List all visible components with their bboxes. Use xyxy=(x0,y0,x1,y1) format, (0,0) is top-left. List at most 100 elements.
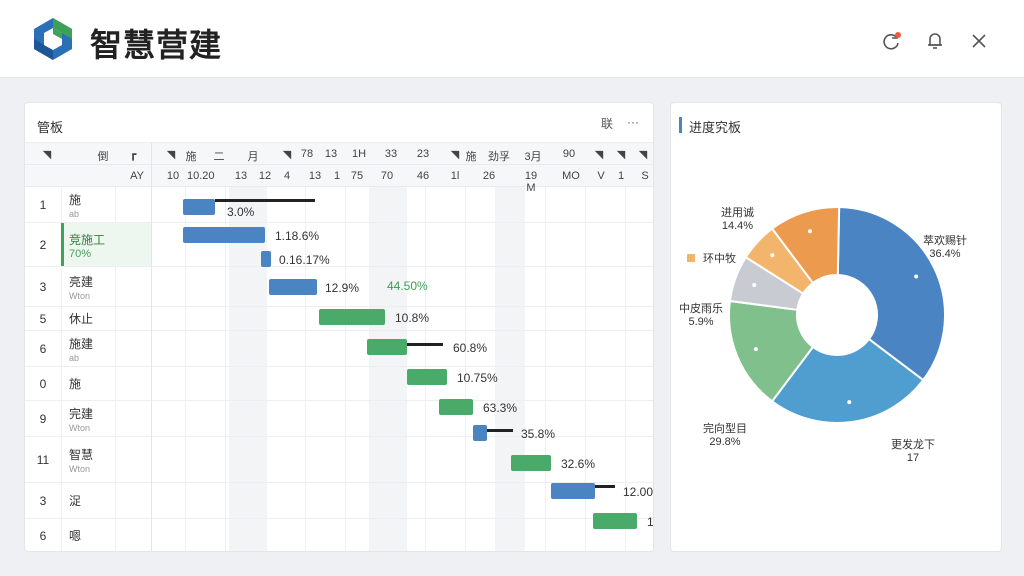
grid-column-line xyxy=(465,143,466,551)
gantt-task-row[interactable]: 2 竞施工 70% xyxy=(25,223,653,267)
refresh-icon[interactable] xyxy=(878,28,904,54)
gantt-task-row[interactable]: 11 智慧 Wton xyxy=(25,437,653,483)
gantt-grid: ◥ 倒 ┏ ◥ 施二月 ◥ 78 13 1H 33 23 ◥ 施劲孚 3月 90 ◥ ◥ ◥ AY 10 10.20 1… xyxy=(25,143,654,551)
bar-progress-label: 10.75% xyxy=(457,371,498,385)
dependency-link xyxy=(215,199,315,202)
grid-column-line xyxy=(185,143,186,551)
gantt-header-cell: 4 xyxy=(283,170,291,182)
row-number: 3 xyxy=(39,280,47,294)
grid-column-line xyxy=(625,143,626,551)
bar-progress-label: 3.0% xyxy=(227,205,255,219)
gantt-task-bar[interactable] xyxy=(511,455,551,471)
gantt-task-bar[interactable] xyxy=(473,425,487,441)
gantt-header-cell: 1l xyxy=(450,170,460,182)
gantt-header-cell: 3月 xyxy=(524,151,542,163)
gantt-header-cell: 13 xyxy=(324,148,338,160)
pie-slice[interactable] xyxy=(770,337,925,424)
task-name: 智慧 Wton xyxy=(69,448,94,474)
gantt-header-cell: 1 xyxy=(333,170,341,182)
gantt-link-button[interactable]: 联 xyxy=(601,117,614,131)
grid-column-line xyxy=(545,143,546,551)
task-name: 施 xyxy=(69,377,82,391)
grid-column-line xyxy=(305,143,306,551)
row-number: 6 xyxy=(39,529,47,543)
bar-progress-label: 63.3% xyxy=(483,401,518,415)
task-name: 休止 xyxy=(69,312,94,326)
pie-slice-marker xyxy=(752,283,757,288)
legend-label: 环中牧 xyxy=(703,253,736,265)
row-number: 0 xyxy=(39,377,47,391)
gantt-header-cell: V xyxy=(597,170,605,182)
gantt-header-cell: 26 xyxy=(482,170,496,182)
task-subtext: ab xyxy=(69,353,80,363)
dependency-link xyxy=(407,343,443,346)
gantt-task-bar[interactable] xyxy=(269,279,317,295)
bar-progress-label: 60.8% xyxy=(453,341,488,355)
pie-slice-label: 更发龙下 17 xyxy=(891,439,935,465)
gantt-task-bar[interactable] xyxy=(551,483,595,499)
pie-slice-label: 萃欢赐针 36.4% xyxy=(923,235,967,261)
grid-column-line xyxy=(345,143,346,551)
dependency-link xyxy=(487,429,513,432)
gantt-header-cell: ◥ xyxy=(282,149,292,161)
gantt-task-bar[interactable] xyxy=(367,339,407,355)
gantt-task-bar[interactable] xyxy=(183,199,215,215)
app-logo-icon xyxy=(34,18,72,60)
bell-icon[interactable] xyxy=(922,28,948,54)
bar-progress-label: 1 xyxy=(647,515,654,529)
pie-slice-label: 完向型目 29.8% xyxy=(703,423,747,449)
gantt-task-bar[interactable] xyxy=(407,369,447,385)
gantt-task-bar[interactable] xyxy=(261,251,271,267)
task-subtext: Wton xyxy=(69,423,91,433)
pie-slice[interactable] xyxy=(770,206,841,285)
dependency-link xyxy=(595,485,615,488)
pie-slice[interactable] xyxy=(836,206,946,382)
row-number: 1 xyxy=(39,198,47,212)
gantt-task-row[interactable]: 1 施 ab xyxy=(25,187,653,223)
gantt-header-cell: 1H xyxy=(351,148,367,160)
row-number: 9 xyxy=(39,412,47,426)
gantt-header-cell: MO xyxy=(562,170,580,182)
task-name: 竞施工 70% xyxy=(69,233,106,260)
task-name: 浞 xyxy=(69,494,82,508)
gantt-task-row[interactable]: 6 施建 ab xyxy=(25,331,653,367)
gantt-task-bar[interactable] xyxy=(593,513,637,529)
pie-legend-item[interactable]: 环中牧 xyxy=(687,253,736,266)
more-icon[interactable]: ··· xyxy=(627,115,639,129)
gantt-task-row[interactable]: 3 亮建 Wton xyxy=(25,267,653,307)
gantt-header-cell: 33 xyxy=(384,148,398,160)
row-number: 11 xyxy=(36,453,50,467)
pie-slice-marker xyxy=(770,253,775,258)
close-icon[interactable] xyxy=(966,28,992,54)
gantt-header-cell: 10.20 xyxy=(187,170,215,182)
gantt-task-row[interactable]: 9 完建 Wton xyxy=(25,401,653,437)
task-name: 施建 ab xyxy=(69,337,94,363)
gantt-header-cell: ◥ xyxy=(42,149,52,161)
gantt-task-bar[interactable] xyxy=(183,227,265,243)
top-bar: 智慧营建 xyxy=(0,0,1024,78)
gantt-header-row-2: AY 10 10.20 13 12 4 13 1 75 70 46 1l 26 19 M MO V 1 S xyxy=(25,165,653,194)
gantt-header-cell: 78 xyxy=(300,148,314,160)
row-number: 3 xyxy=(39,494,47,508)
gantt-task-bar[interactable] xyxy=(319,309,385,325)
weekend-column xyxy=(229,187,267,551)
grid-column-line xyxy=(225,143,226,551)
chart-panel-header: 进度究板 xyxy=(671,103,1001,143)
gantt-header-cell: 10 xyxy=(166,170,180,182)
pie-slice-label: 中皮雨乐 5.9% xyxy=(679,303,723,329)
gantt-header-cell: 19 M xyxy=(524,170,538,194)
pie-slice-value: 29.8% xyxy=(709,436,741,448)
gantt-header-cell: 施 xyxy=(465,151,477,163)
gantt-task-bar[interactable] xyxy=(439,399,473,415)
bar-progress-label: 12.00 xyxy=(623,485,654,499)
bar-progress-label: 44.50% xyxy=(387,279,428,293)
pie-slice[interactable] xyxy=(728,299,815,403)
gantt-header-cell: 施 xyxy=(185,151,197,163)
pie-slice-name: 更发龙下 xyxy=(891,439,935,451)
gantt-task-row[interactable]: 5 休止 xyxy=(25,307,653,331)
grid-column-line xyxy=(585,143,586,551)
gantt-header-cell: 70 xyxy=(380,170,394,182)
